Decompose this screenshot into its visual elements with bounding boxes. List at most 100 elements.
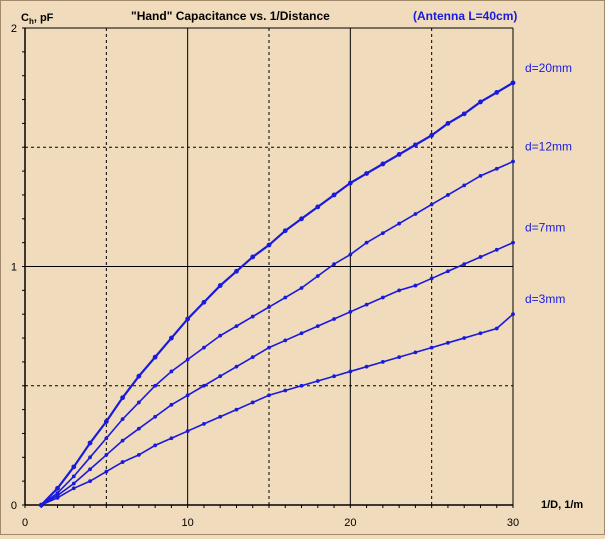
data-point xyxy=(511,240,515,245)
data-point xyxy=(282,228,288,234)
data-point xyxy=(250,355,255,360)
x-axis-label: 1/D, 1/m xyxy=(541,499,583,511)
data-point xyxy=(494,166,499,171)
data-point xyxy=(332,374,336,379)
data-point xyxy=(397,221,402,226)
data-point xyxy=(71,464,77,470)
data-point xyxy=(494,326,499,331)
x-tick-label: 10 xyxy=(182,517,194,529)
data-point xyxy=(218,333,223,338)
data-point xyxy=(283,295,288,300)
data-point xyxy=(348,252,353,257)
data-point xyxy=(446,193,450,197)
data-point xyxy=(364,364,369,369)
data-point xyxy=(478,255,483,259)
data-point xyxy=(185,357,190,362)
data-point xyxy=(494,247,499,252)
data-point xyxy=(494,89,500,95)
series-line xyxy=(40,313,514,506)
data-point xyxy=(397,355,402,360)
data-point xyxy=(217,283,223,288)
chart-subtitle: (Antenna L=40cm) xyxy=(413,9,517,23)
data-point xyxy=(462,336,467,340)
x-tick-label: 30 xyxy=(507,517,519,529)
data-point xyxy=(120,395,125,401)
data-point xyxy=(104,453,109,457)
y-tick-label: 2 xyxy=(11,23,17,35)
data-point xyxy=(104,469,109,474)
data-point xyxy=(429,345,434,350)
data-point xyxy=(39,503,44,507)
data-point xyxy=(87,440,93,446)
data-point xyxy=(445,121,451,126)
series-label: d=20mm xyxy=(525,61,572,75)
data-point xyxy=(299,383,304,388)
data-point xyxy=(136,426,141,431)
data-point xyxy=(202,345,206,350)
data-point xyxy=(88,455,92,460)
data-point xyxy=(413,283,418,288)
data-point xyxy=(202,383,206,388)
data-point xyxy=(332,262,336,267)
data-point xyxy=(461,111,467,117)
data-point xyxy=(218,414,223,419)
data-point xyxy=(315,379,320,383)
data-point xyxy=(511,312,515,317)
data-point xyxy=(364,171,369,176)
data-point xyxy=(136,400,141,405)
data-point xyxy=(201,299,207,305)
axis-layer xyxy=(22,27,514,508)
label-layer: 0 10 20 30 0 1 2 d=20mm d=12mm d=7mm d=3mm xyxy=(11,23,572,529)
data-point xyxy=(348,369,353,374)
data-point xyxy=(152,354,158,360)
x-tick-label: 0 xyxy=(22,517,28,529)
data-point xyxy=(364,302,369,307)
data-point xyxy=(429,132,435,138)
data-point xyxy=(185,429,190,433)
y-axis-label: Ch, pF xyxy=(21,12,54,26)
data-point xyxy=(153,383,158,388)
grid-layer xyxy=(25,28,513,505)
data-point xyxy=(364,240,369,245)
data-point xyxy=(478,99,483,105)
data-point xyxy=(250,314,255,319)
y-tick-label: 1 xyxy=(11,262,17,274)
data-point xyxy=(283,338,288,343)
data-point xyxy=(71,486,76,491)
data-point xyxy=(169,402,174,407)
data-point xyxy=(283,388,288,393)
data-point xyxy=(332,317,336,321)
data-point xyxy=(348,309,353,314)
data-point xyxy=(397,288,402,293)
data-point xyxy=(120,460,125,464)
data-point xyxy=(185,393,190,398)
data-point xyxy=(136,373,142,379)
data-point xyxy=(511,159,515,164)
data-point xyxy=(347,180,353,186)
y-axis-label-unit: , pF xyxy=(34,12,54,24)
y-tick-label: 0 xyxy=(11,500,17,512)
data-point xyxy=(380,295,385,300)
data-point xyxy=(380,360,385,364)
data-point xyxy=(413,142,418,148)
data-point xyxy=(153,443,158,448)
data-point xyxy=(299,216,304,222)
data-point xyxy=(120,438,125,443)
data-point xyxy=(71,481,76,486)
series-line xyxy=(40,241,514,506)
data-point xyxy=(234,268,239,274)
data-point xyxy=(153,414,158,419)
data-point xyxy=(446,269,450,274)
data-point xyxy=(169,369,174,374)
data-point xyxy=(104,436,109,441)
data-point xyxy=(299,331,304,336)
data-point xyxy=(380,161,386,167)
data-point xyxy=(55,485,60,491)
data-point xyxy=(413,350,418,355)
data-point xyxy=(185,316,191,322)
data-point xyxy=(315,204,321,210)
x-tick-label: 20 xyxy=(344,517,356,529)
chart-title: "Hand" Capacitance vs. 1/Distance xyxy=(131,9,330,23)
data-point xyxy=(88,479,92,484)
data-point xyxy=(429,202,434,207)
